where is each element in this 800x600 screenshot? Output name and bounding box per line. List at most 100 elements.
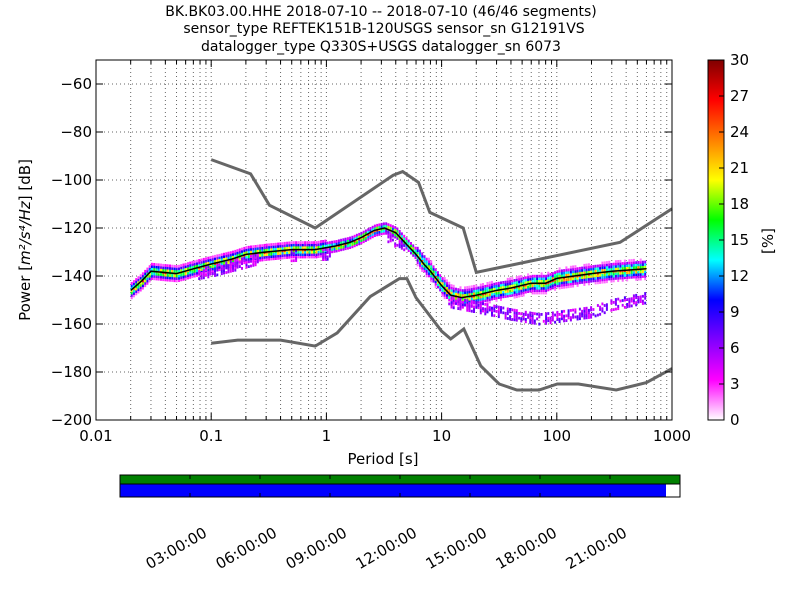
psd-cell [511,281,514,285]
psd-cell [428,262,430,266]
psd-cell [623,262,626,265]
psd-cell [169,266,171,270]
psd-cell [182,263,185,267]
psd-cell [410,244,412,248]
psd-cell [529,280,532,283]
psd-cell [457,290,460,294]
psd-cell [524,318,527,321]
psd-cell [479,300,482,304]
psd-cell [500,306,502,309]
psd-cell [437,280,439,284]
psd-cell [536,289,539,292]
psd-cell [236,261,239,264]
psd-cell [425,260,428,263]
psd-cell [391,232,394,236]
psd-cell [333,250,336,253]
psd-cell [259,249,262,252]
psd-cell [207,265,210,269]
psd-cell [232,262,234,265]
psd-cell [211,269,214,273]
psd-cell [554,285,557,289]
psd-cell [587,275,590,279]
psd-cell [261,256,264,259]
psd-plot-area: 0.01 0.1 1 10 100 1000−60−80−100−120−140−160−… [51,59,691,445]
psd-cell [414,246,417,250]
psd-cell [538,313,541,316]
psd-cell [479,306,482,310]
psd-cell [614,262,617,266]
psd-cell [587,316,590,319]
psd-cell [153,275,156,278]
psd-cell [373,234,376,237]
psd-cell [328,254,331,258]
psd-cell [211,255,214,259]
psd-cell [265,248,268,252]
psd-cell [369,229,372,233]
psd-cell [491,285,493,289]
psd-cell [488,300,491,304]
psd-cell [515,283,518,287]
psd-cell [301,241,304,244]
psd-cell [430,279,433,283]
psd-cell [491,283,493,287]
psd-cell [288,241,291,245]
psd-cell [234,266,237,270]
psd-cell [558,284,561,287]
psd-cell [407,242,410,245]
psd-cell [360,234,363,238]
psd-cell [565,271,568,274]
psd-cell [518,292,521,296]
psd-cell [531,311,534,315]
psd-cell [349,246,352,249]
psd-cell [493,282,496,286]
psd-cell [630,261,633,265]
psd-cell [603,263,606,267]
psd-cell [452,287,455,290]
psd-cell [256,247,259,250]
psd-cell [644,270,647,273]
psd-cell [324,255,327,259]
psd-cell [295,241,298,244]
psd-cell [187,271,189,275]
psd-cell [337,241,340,245]
psd-cell [563,269,566,272]
psd-cell [644,292,647,295]
psd-cell [301,243,304,247]
psd-cell [283,241,286,245]
psd-cell [315,250,318,254]
psd-cell [430,267,433,271]
psd-cell [619,276,622,280]
psd-cell [518,280,521,284]
psd-cell [549,285,552,288]
psd-cell [288,253,291,257]
psd-cell [322,242,325,246]
psd-cell [630,266,633,270]
psd-cell [243,249,246,253]
psd-cell [545,312,548,316]
psd-cell [407,249,410,252]
psd-cell [193,269,196,273]
x-axis: 0.01 0.1 1 10 100 1000 [79,60,691,445]
colorbar-tick-label: 24 [730,123,749,141]
psd-cell [585,280,588,284]
psd-cell [585,278,588,281]
psd-cell [477,300,480,304]
psd-cell [565,285,568,289]
psd-cell [200,270,203,274]
psd-cell [520,312,523,316]
psd-cell [603,266,606,269]
psd-cell [187,276,189,280]
psd-cell [245,250,248,254]
psd-cell [209,260,212,264]
psd-cell [337,249,340,252]
psd-cell [563,319,566,323]
psd-cell [475,301,478,304]
psd-cell [621,274,624,277]
psd-cell [148,265,151,268]
psd-cell [234,252,237,256]
psd-cell [524,313,527,316]
psd-cell [220,267,223,271]
psd-cell [232,269,234,273]
psd-cell [328,252,331,256]
psd-cell [479,286,482,289]
